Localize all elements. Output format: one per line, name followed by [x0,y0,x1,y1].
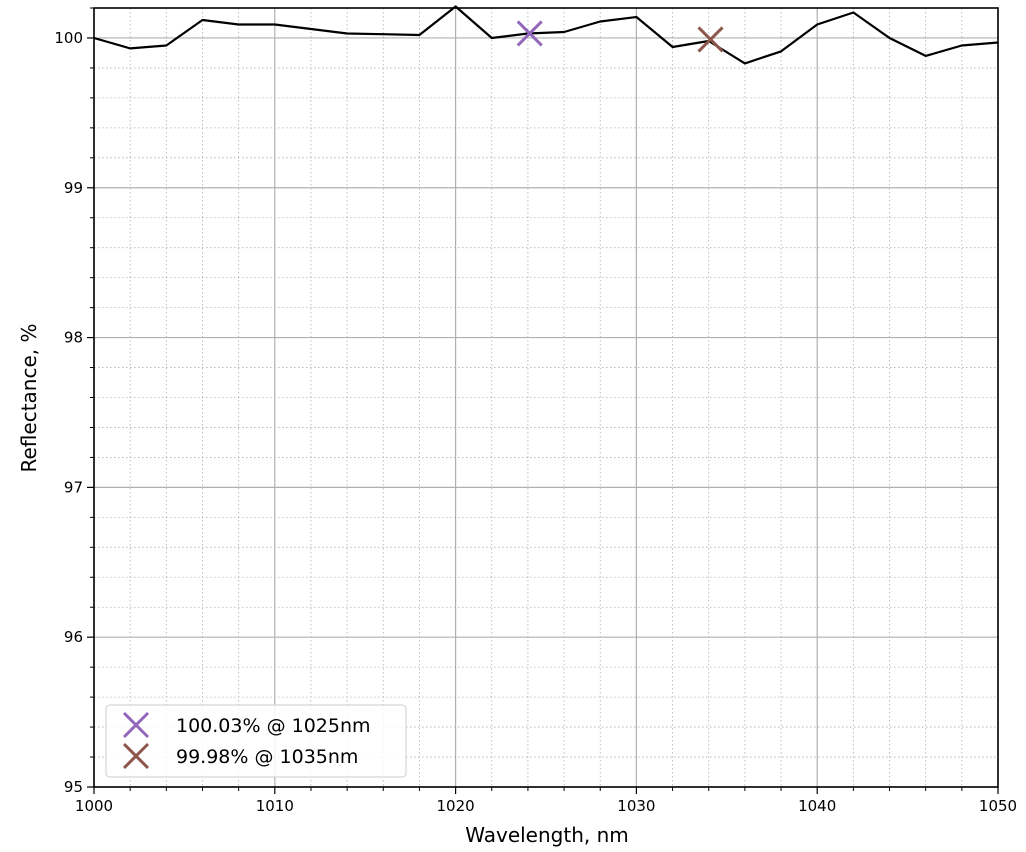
y-tick-labels: 95 96 97 98 99 100 [54,29,83,796]
y-tick-label: 100 [54,29,83,47]
legend-marker-2 [122,742,150,770]
data-marker-1-stroke [516,20,543,47]
x-tick-label: 1020 [437,797,475,815]
legend-label: 99.98% @ 1035nm [176,746,358,768]
x-axis-label: Wavelength, nm [465,823,629,847]
y-axis-label: Reflectance, % [17,324,41,473]
x-tick-labels: 1000 1010 1020 1030 1040 1050 [75,797,1017,815]
y-tick-label: 98 [64,329,83,347]
y-tick-label: 96 [64,628,83,646]
x-tick-label: 1010 [256,797,294,815]
y-tick-label: 99 [64,179,83,197]
legend-marker-1-stroke [122,711,150,739]
x-tick-label: 1030 [617,797,655,815]
reflectance-line [93,5,999,65]
x-tick-label: 1040 [798,797,836,815]
legend-box [105,704,407,778]
y-tick-label: 97 [64,478,83,496]
legend-marker-1 [122,711,150,739]
series-layer [93,5,999,65]
legend-label: 100.03% @ 1025nm [176,715,371,737]
axis-ticks [87,7,999,794]
x-tick-label: 1050 [979,797,1017,815]
minor-grid [94,7,998,787]
data-marker-2 [697,26,724,53]
legend-marker-2-stroke [122,742,150,770]
marker-layer [516,20,724,53]
data-marker-2-stroke [697,26,724,53]
data-marker-1 [516,20,543,47]
x-tick-label: 1000 [75,797,113,815]
y-tick-label: 95 [64,778,83,796]
legend: 100.03% @ 1025nm 99.98% @ 1035nm [105,704,407,778]
